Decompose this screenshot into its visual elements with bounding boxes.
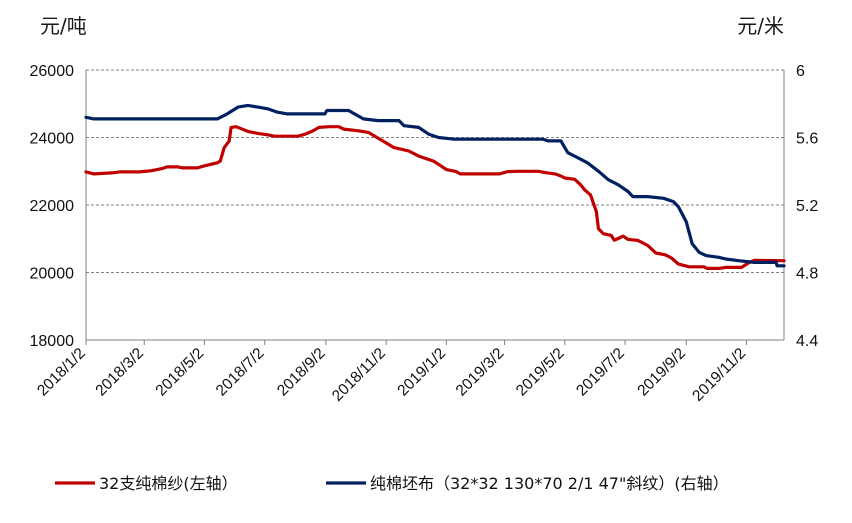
x-tick-label: 2019/1/2 (394, 345, 449, 400)
series-line-cotton-yarn (84, 125, 786, 270)
right-tick-label: 5.2 (796, 198, 818, 215)
gridlines (86, 69, 784, 273)
left-axis-unit: 元/吨 (40, 14, 87, 38)
x-tick-label: 2019/11/2 (689, 345, 749, 405)
left-tick-label: 26000 (30, 63, 75, 80)
right-tick-label: 5.6 (796, 131, 818, 148)
x-tick-label: 2019/7/2 (573, 345, 628, 400)
x-tick-label: 2018/7/2 (213, 345, 268, 400)
x-tick-label: 2018/11/2 (329, 345, 389, 405)
left-axis-ticks: 26000 24000 22000 20000 18000 (30, 63, 75, 350)
series-lines (84, 103, 786, 270)
legend: 32支纯棉纱(左轴） 纯棉坯布（32*32 130*70 2/1 47"斜纹）(右… (55, 474, 729, 493)
right-tick-label: 4.4 (796, 333, 818, 350)
x-tick-label: 2018/1/2 (34, 345, 89, 400)
x-tick-label: 2019/3/2 (453, 345, 508, 400)
x-tick-label: 2019/5/2 (513, 345, 568, 400)
legend-label: 32支纯棉纱(左轴） (99, 474, 238, 493)
legend-label: 纯棉坯布（32*32 130*70 2/1 47"斜纹）(右轴） (370, 474, 729, 493)
left-tick-label: 22000 (30, 198, 75, 215)
x-axis-ticks: 2018/1/2 2018/3/2 2018/5/2 2018/7/2 2018/9/2… (34, 345, 749, 405)
right-axis-unit: 元/米 (737, 14, 784, 38)
x-tick-label: 2018/5/2 (153, 345, 208, 400)
left-tick-label: 18000 (30, 333, 75, 350)
axes (85, 70, 785, 345)
series-line-grey-fabric (84, 103, 786, 268)
x-tick-label: 2019/9/2 (634, 345, 689, 400)
right-axis-ticks: 6 5.6 5.2 4.8 4.4 (796, 63, 818, 350)
right-tick-label: 4.8 (796, 266, 818, 283)
left-tick-label: 24000 (30, 131, 75, 148)
x-tick-label: 2018/9/2 (274, 345, 329, 400)
left-tick-label: 20000 (30, 266, 75, 283)
x-tick-label: 2018/3/2 (92, 345, 147, 400)
right-tick-label: 6 (796, 63, 805, 80)
